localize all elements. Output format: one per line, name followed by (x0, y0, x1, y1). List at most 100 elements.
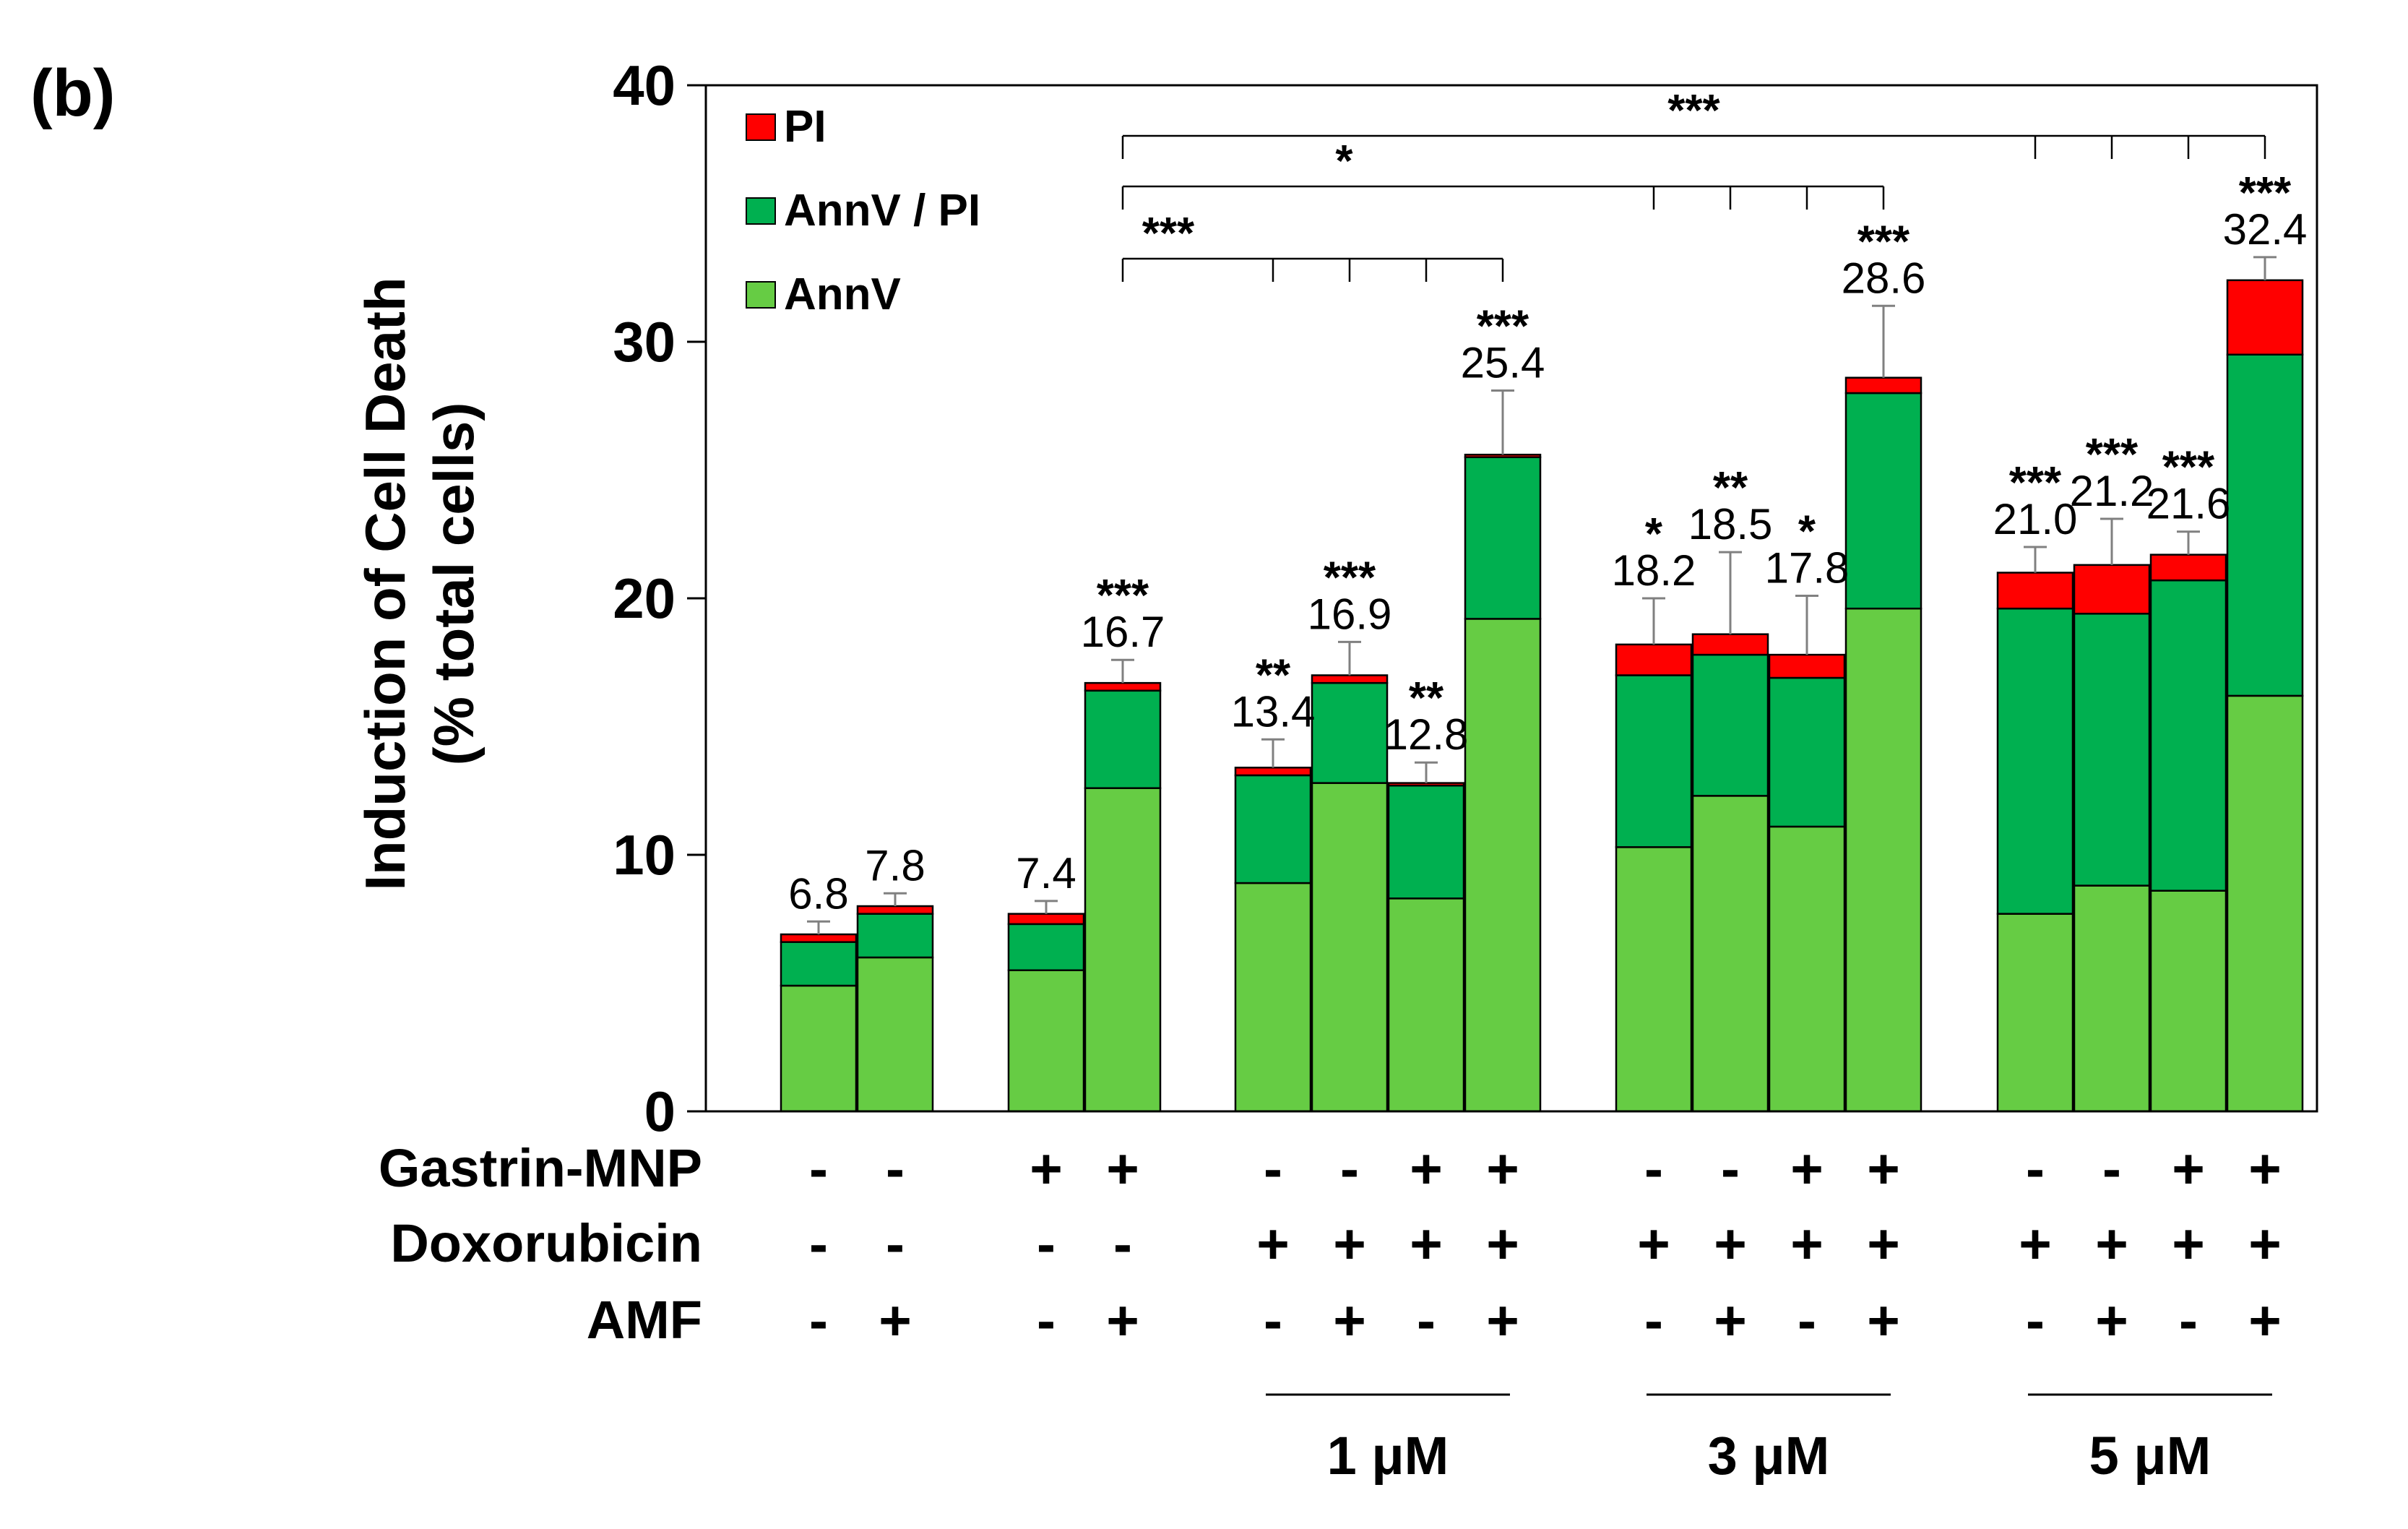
bar-10-annv (1768, 825, 1846, 1113)
sig-label-15: *** (2239, 168, 2292, 218)
condition-0-5: - (1340, 1137, 1359, 1200)
condition-1-8: + (1637, 1212, 1670, 1275)
condition-2-5: + (1333, 1288, 1366, 1352)
value-label-3: 16.7 (1081, 608, 1165, 656)
value-label-8: 18.2 (1612, 546, 1696, 595)
value-label-15: 32.4 (2223, 205, 2308, 254)
bar-13-annvpi (2073, 613, 2151, 887)
condition-0-11: + (1867, 1137, 1900, 1200)
value-label-13: 21.2 (2070, 467, 2154, 515)
condition-1-12: + (2019, 1212, 2052, 1275)
bar-1-annvpi (856, 913, 934, 959)
significance-brackets-layer: ******* (1121, 86, 2266, 282)
bar-7-annv (1464, 618, 1542, 1113)
bar-12-annvpi (1996, 607, 2074, 915)
condition-0-15: + (2248, 1137, 2282, 1200)
bar-10-annvpi (1768, 676, 1846, 828)
condition-2-6: - (1417, 1288, 1436, 1352)
bar-4-annvpi (1234, 774, 1312, 884)
condition-1-4: + (1256, 1212, 1290, 1275)
condition-2-9: + (1714, 1288, 1747, 1352)
value-label-12: 21.0 (1993, 495, 2078, 543)
value-label-5: 16.9 (1308, 590, 1392, 638)
bar-13-pi (2073, 564, 2151, 615)
condition-2-10: - (1798, 1288, 1816, 1352)
condition-0-1: - (886, 1137, 905, 1200)
bar-2-annvpi (1007, 923, 1085, 971)
bar-0-annvpi (780, 941, 858, 987)
sig-label-3: *** (1097, 571, 1149, 621)
condition-2-15: + (2248, 1288, 2282, 1352)
bar-7-annvpi (1464, 456, 1542, 620)
y-tick-label-4: 40 (613, 53, 676, 117)
bar-15-annvpi (2226, 353, 2304, 697)
condition-1-13: + (2095, 1212, 2128, 1275)
condition-0-10: + (1790, 1137, 1824, 1200)
bar-2-pi (1007, 913, 1085, 926)
bracket-label-0: *** (1142, 209, 1195, 259)
condition-2-11: + (1867, 1288, 1900, 1352)
y-axis-title-line2: (% total cells) (422, 402, 486, 766)
sig-label-5: *** (1324, 553, 1376, 603)
legend-label-1: AnnV / PI (784, 186, 980, 236)
y-tick-label-2: 20 (613, 567, 676, 630)
bar-11-pi (1844, 376, 1922, 395)
condition-1-11: + (1867, 1212, 1900, 1275)
condition-1-15: + (2248, 1212, 2282, 1275)
bar-12-pi (1996, 572, 2074, 610)
bar-10-pi (1768, 653, 1846, 679)
error-bars-layer (807, 256, 2277, 935)
value-label-1: 7.8 (865, 841, 925, 890)
sig-label-4: ** (1256, 650, 1291, 700)
bar-9-annvpi (1691, 653, 1769, 797)
bar-11-annv (1844, 607, 1922, 1113)
bracket-label-2: *** (1667, 86, 1720, 136)
condition-1-2: - (1037, 1212, 1056, 1275)
value-label-0: 6.8 (788, 869, 848, 918)
condition-0-14: + (2172, 1137, 2205, 1200)
condition-1-6: + (1410, 1212, 1443, 1275)
bar-0-pi (780, 933, 858, 943)
sig-label-12: *** (2009, 458, 2062, 508)
legend: PI AnnV / PI AnnV (746, 102, 980, 319)
condition-1-14: + (2172, 1212, 2205, 1275)
value-label-2: 7.4 (1016, 849, 1076, 897)
y-axis: 0 10 20 30 40 (613, 53, 706, 1143)
condition-0-12: - (2026, 1137, 2045, 1200)
condition-1-9: + (1714, 1212, 1747, 1275)
y-axis-title: Induction of Cell Death (% total cells) (353, 277, 486, 890)
bar-8-annv (1615, 846, 1693, 1113)
bar-3-pi (1084, 681, 1162, 692)
condition-2-7: + (1486, 1288, 1519, 1352)
condition-0-3: + (1106, 1137, 1139, 1200)
bar-6-annvpi (1387, 784, 1465, 900)
bar-9-pi (1691, 633, 1769, 656)
bar-8-annvpi (1615, 674, 1693, 848)
bar-1-pi (856, 905, 934, 915)
bar-11-annvpi (1844, 392, 1922, 610)
bar-5-annv (1311, 782, 1389, 1113)
condition-2-0: - (809, 1288, 828, 1352)
sig-label-8: * (1645, 509, 1663, 559)
condition-0-8: - (1644, 1137, 1663, 1200)
dose-groups: 1 μM 3 μM 5 μM (1266, 1393, 2272, 1486)
value-labels-layer: 6.87.8 7.416.7***13.4**16.9***12.8**25.4*… (788, 168, 2307, 918)
value-label-6: 12.8 (1384, 710, 1469, 759)
legend-label-0: PI (784, 102, 827, 152)
bar-12-annv (1996, 913, 2074, 1113)
bar-15-pi (2226, 279, 2304, 356)
condition-1-10: + (1790, 1212, 1824, 1275)
panel-label: (b) (30, 56, 115, 130)
sig-label-14: *** (2162, 443, 2215, 493)
dose-label-1: 3 μM (1708, 1426, 1830, 1486)
condition-0-0: - (809, 1137, 828, 1200)
y-tick-label-1: 10 (613, 823, 676, 887)
bar-4-annv (1234, 882, 1312, 1113)
condition-0-7: + (1486, 1137, 1519, 1200)
condition-1-0: - (809, 1212, 828, 1275)
dose-label-0: 1 μM (1327, 1426, 1449, 1486)
bar-13-annv (2073, 884, 2151, 1113)
condition-2-4: - (1264, 1288, 1282, 1352)
condition-0-2: + (1030, 1137, 1063, 1200)
condition-name-1: Doxorubicin (390, 1213, 702, 1273)
